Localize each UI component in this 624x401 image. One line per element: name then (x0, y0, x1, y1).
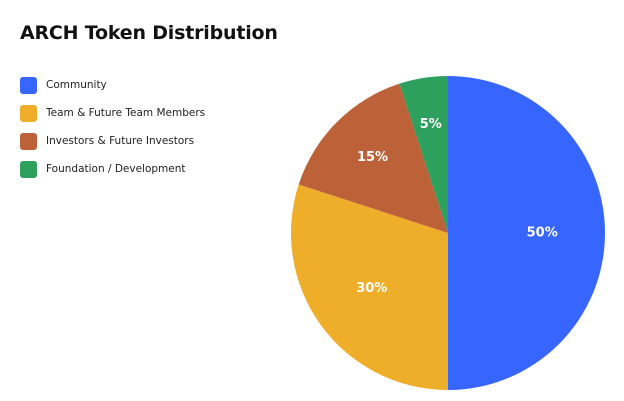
legend-item-team: Team & Future Team Members (20, 104, 205, 122)
pie-slice-community (448, 76, 605, 390)
pie-label-team: 30% (356, 281, 387, 296)
legend-item-community: Community (20, 76, 205, 94)
legend-swatch-team (20, 104, 37, 122)
legend-swatch-investors (20, 132, 37, 150)
chart-title: ARCH Token Distribution (20, 22, 278, 44)
legend-label-investors: Investors & Future Investors (46, 135, 195, 147)
legend-label-foundation: Foundation / Development (46, 163, 186, 175)
pie-label-investors: 15% (357, 150, 388, 165)
legend-item-investors: Investors & Future Investors (20, 132, 205, 150)
pie-label-community: 50% (527, 226, 558, 241)
pie-slice-foundation (399, 76, 448, 233)
legend-swatch-community (20, 76, 37, 94)
legend-label-team: Team & Future Team Members (46, 107, 206, 119)
pie-label-foundation: 5% (420, 117, 442, 132)
legend: Community Team & Future Team Members Inv… (20, 76, 205, 188)
legend-swatch-foundation (20, 160, 37, 178)
pie-slice-team (290, 184, 448, 390)
legend-item-foundation: Foundation / Development (20, 160, 205, 178)
legend-label-community: Community (46, 79, 107, 91)
pie-slice-investors (298, 83, 448, 233)
